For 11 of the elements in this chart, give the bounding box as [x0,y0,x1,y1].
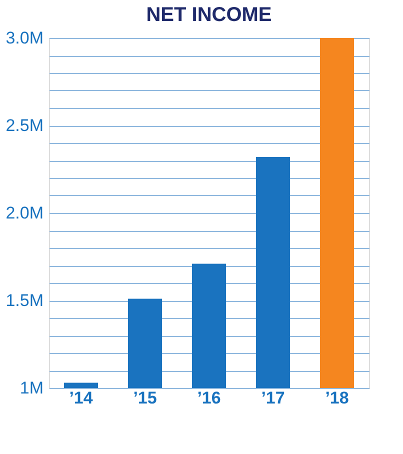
x-tick-label: ’14 [69,388,94,408]
chart-title: NET INCOME [146,4,272,26]
x-tick-label: ’17 [261,388,285,408]
x-tick-label: ’15 [133,388,157,408]
y-tick-label: 1M [20,378,44,398]
y-tick-label: 2.0M [6,204,44,222]
x-tick-label: ’18 [325,388,349,408]
y-tick-label: 2.5M [6,116,44,135]
y-tick-label: 1.5M [6,291,44,310]
x-tick-label: ’16 [197,388,221,408]
y-tick-label: 3.0M [6,28,44,48]
